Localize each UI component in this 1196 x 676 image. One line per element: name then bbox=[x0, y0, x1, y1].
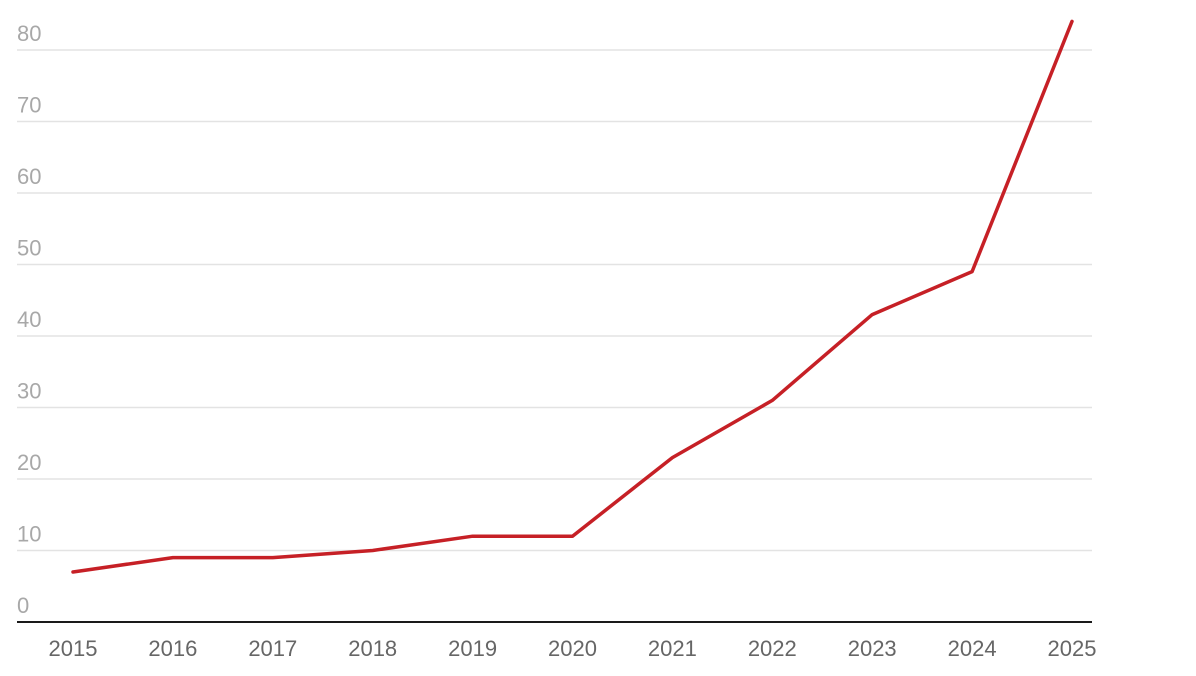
y-tick-label: 80 bbox=[17, 21, 41, 46]
x-tick-label: 2019 bbox=[448, 636, 497, 661]
x-tick-label: 2023 bbox=[848, 636, 897, 661]
y-tick-label: 50 bbox=[17, 236, 41, 261]
y-tick-label: 10 bbox=[17, 522, 41, 547]
x-tick-label: 2016 bbox=[148, 636, 197, 661]
gridlines bbox=[17, 49, 1092, 623]
series-layer bbox=[71, 19, 1074, 574]
series-line-0 bbox=[71, 19, 1074, 574]
x-tick-label: 2017 bbox=[248, 636, 297, 661]
x-tick-label: 2015 bbox=[49, 636, 98, 661]
x-tick-label: 2020 bbox=[548, 636, 597, 661]
y-tick-label: 60 bbox=[17, 164, 41, 189]
x-axis-ticks: 2015 2016 2017 2018 2019 2020 2021 2022 2023 2024… bbox=[49, 636, 1097, 661]
x-tick-label: 2018 bbox=[348, 636, 397, 661]
x-tick-label: 2024 bbox=[948, 636, 997, 661]
y-tick-label: 0 bbox=[17, 593, 29, 618]
y-tick-label: 20 bbox=[17, 450, 41, 475]
y-tick-label: 70 bbox=[17, 93, 41, 118]
y-axis-ticks: 0 10 20 30 40 50 60 70 80 bbox=[17, 21, 41, 618]
y-tick-label: 30 bbox=[17, 379, 41, 404]
x-tick-label: 2021 bbox=[648, 636, 697, 661]
x-tick-label: 2022 bbox=[748, 636, 797, 661]
x-tick-label: 2025 bbox=[1048, 636, 1097, 661]
y-tick-label: 40 bbox=[17, 307, 41, 332]
